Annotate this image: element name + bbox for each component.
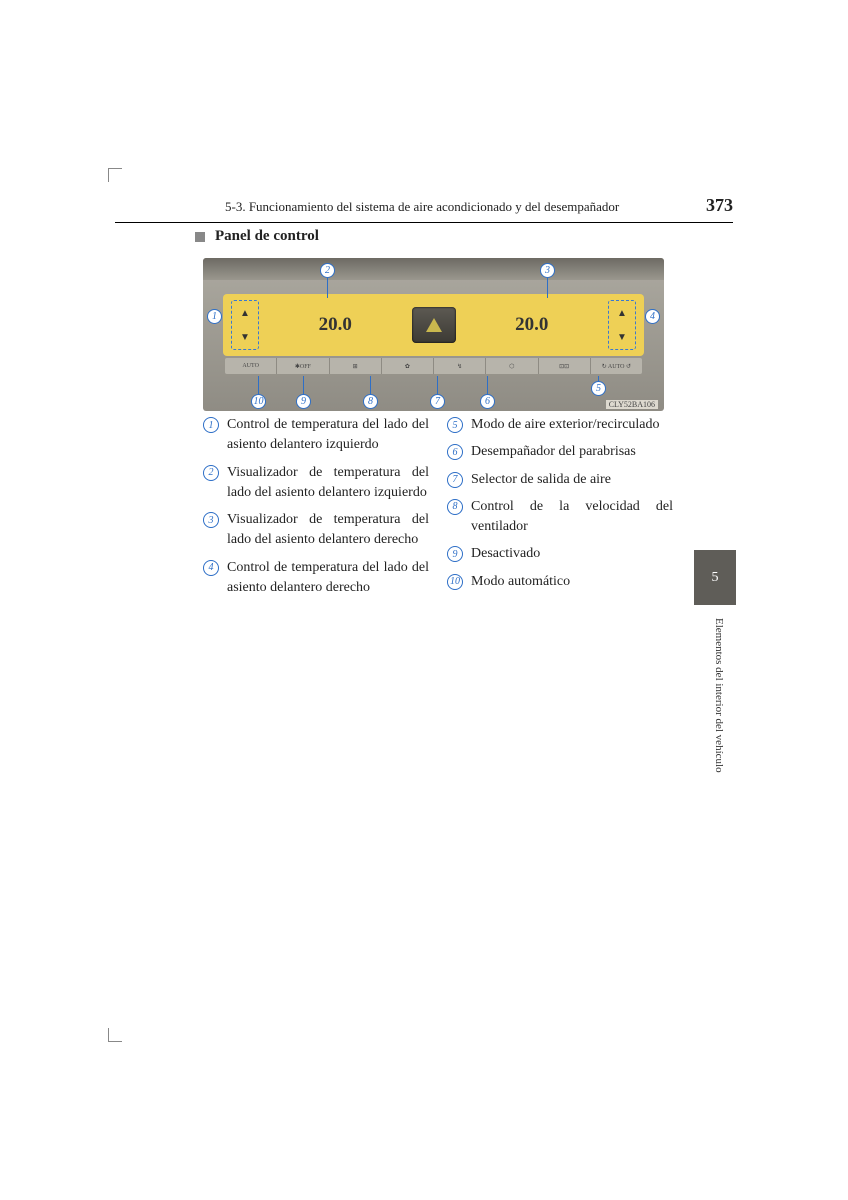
- image-code-label: CLY52BA106: [606, 400, 658, 409]
- legend-item: 5 Modo de aire exterior/recirculado: [447, 415, 673, 435]
- legend-number: 1: [203, 417, 219, 433]
- legend-item: 6 Desempañador del parabrisas: [447, 442, 673, 462]
- panel-display-area: ▲ ▼ 20.0 20.0 ▲ ▼: [223, 294, 644, 356]
- callout-marker-10: 10: [251, 394, 266, 409]
- legend-item: 2 Visualizador de temperatura del lado de…: [203, 463, 429, 504]
- legend-item: 7 Selector de salida de aire: [447, 470, 673, 490]
- callout-marker-5: 5: [591, 381, 606, 396]
- chapter-label-vertical: Elementos del interior del vehículo: [713, 618, 725, 773]
- panel-btn: ✱OFF: [276, 358, 328, 374]
- legend-col-left: 1 Control de temperatura del lado del asi…: [203, 415, 429, 605]
- panel-btn: ⊞: [329, 358, 381, 374]
- chevron-up-icon: ▲: [240, 308, 250, 319]
- legend-col-right: 5 Modo de aire exterior/recirculado 6 Desem…: [447, 415, 673, 605]
- legend-text: Visualizador de temperatura del lado del…: [227, 463, 429, 504]
- temp-control-left: ▲ ▼: [231, 300, 259, 350]
- legend-item: 1 Control de temperatura del lado del asi…: [203, 415, 429, 456]
- callout-line: [258, 376, 259, 396]
- callout-marker-3: 3: [540, 263, 555, 278]
- legend-number: 5: [447, 417, 463, 433]
- legend-number: 7: [447, 472, 463, 488]
- hazard-button: [412, 307, 456, 343]
- temp-control-right: ▲ ▼: [608, 300, 636, 350]
- legend-text: Control de temperatura del lado del asie…: [227, 558, 429, 599]
- panel-btn: ↻ AUTO ↺: [590, 358, 642, 374]
- legend-text: Modo automático: [471, 572, 570, 592]
- temp-display-left: 20.0: [319, 314, 352, 336]
- legend-number: 4: [203, 560, 219, 576]
- section-title: Panel de control: [215, 228, 319, 245]
- callout-line: [327, 278, 328, 298]
- callout-line: [437, 376, 438, 396]
- crop-mark: [108, 1028, 122, 1042]
- legend-item: 9 Desactivado: [447, 544, 673, 564]
- callout-marker-1: 1: [207, 309, 222, 324]
- crop-mark: [108, 168, 122, 182]
- legend-number: 6: [447, 444, 463, 460]
- callout-marker-9: 9: [296, 394, 311, 409]
- panel-button-row: AUTO ✱OFF ⊞ ✿ ↯ ⬡ ⊡⊡ ↻ AUTO ↺: [225, 358, 642, 374]
- panel-btn: ⬡: [485, 358, 537, 374]
- legend: 1 Control de temperatura del lado del asi…: [203, 415, 673, 605]
- callout-marker-7: 7: [430, 394, 445, 409]
- chevron-down-icon: ▼: [617, 332, 627, 343]
- legend-text: Control de la velocidad del ventilador: [471, 497, 673, 538]
- panel-btn: ⊡⊡: [538, 358, 590, 374]
- control-panel-diagram: ▲ ▼ 20.0 20.0 ▲ ▼ AUTO ✱OFF ⊞ ✿ ↯ ⬡ ⊡⊡ ↻…: [203, 258, 664, 411]
- page-header: 5-3. Funcionamiento del sistema de aire …: [115, 195, 733, 223]
- callout-marker-6: 6: [480, 394, 495, 409]
- legend-number: 8: [447, 499, 463, 515]
- callout-line: [370, 376, 371, 396]
- temp-display-right: 20.0: [515, 314, 548, 336]
- panel-top-strip: [203, 258, 664, 280]
- legend-item: 3 Visualizador de temperatura del lado de…: [203, 510, 429, 551]
- callout-marker-8: 8: [363, 394, 378, 409]
- callout-marker-4: 4: [645, 309, 660, 324]
- legend-number: 10: [447, 574, 463, 590]
- panel-btn: ↯: [433, 358, 485, 374]
- callout-line: [303, 376, 304, 396]
- legend-text: Visualizador de temperatura del lado del…: [227, 510, 429, 551]
- legend-text: Desempañador del parabrisas: [471, 442, 636, 462]
- chevron-down-icon: ▼: [240, 332, 250, 343]
- legend-item: 8 Control de la velocidad del ventilador: [447, 497, 673, 538]
- section-title-row: Panel de control: [195, 228, 319, 245]
- legend-text: Modo de aire exterior/recirculado: [471, 415, 660, 435]
- chevron-up-icon: ▲: [617, 308, 627, 319]
- legend-item: 4 Control de temperatura del lado del asi…: [203, 558, 429, 599]
- legend-text: Desactivado: [471, 544, 540, 564]
- header-section-ref: 5-3. Funcionamiento del sistema de aire …: [115, 199, 619, 215]
- legend-number: 3: [203, 512, 219, 528]
- hazard-triangle-icon: [426, 318, 442, 332]
- callout-line: [487, 376, 488, 396]
- legend-number: 2: [203, 465, 219, 481]
- square-bullet-icon: [195, 232, 205, 242]
- legend-number: 9: [447, 546, 463, 562]
- chapter-number: 5: [712, 570, 719, 586]
- panel-btn: AUTO: [225, 358, 276, 374]
- legend-item: 10 Modo automático: [447, 572, 673, 592]
- chapter-tab: 5: [694, 550, 736, 605]
- panel-btn: ✿: [381, 358, 433, 374]
- legend-text: Selector de salida de aire: [471, 470, 611, 490]
- legend-text: Control de temperatura del lado del asie…: [227, 415, 429, 456]
- callout-line: [547, 278, 548, 298]
- callout-marker-2: 2: [320, 263, 335, 278]
- page-number: 373: [706, 195, 733, 216]
